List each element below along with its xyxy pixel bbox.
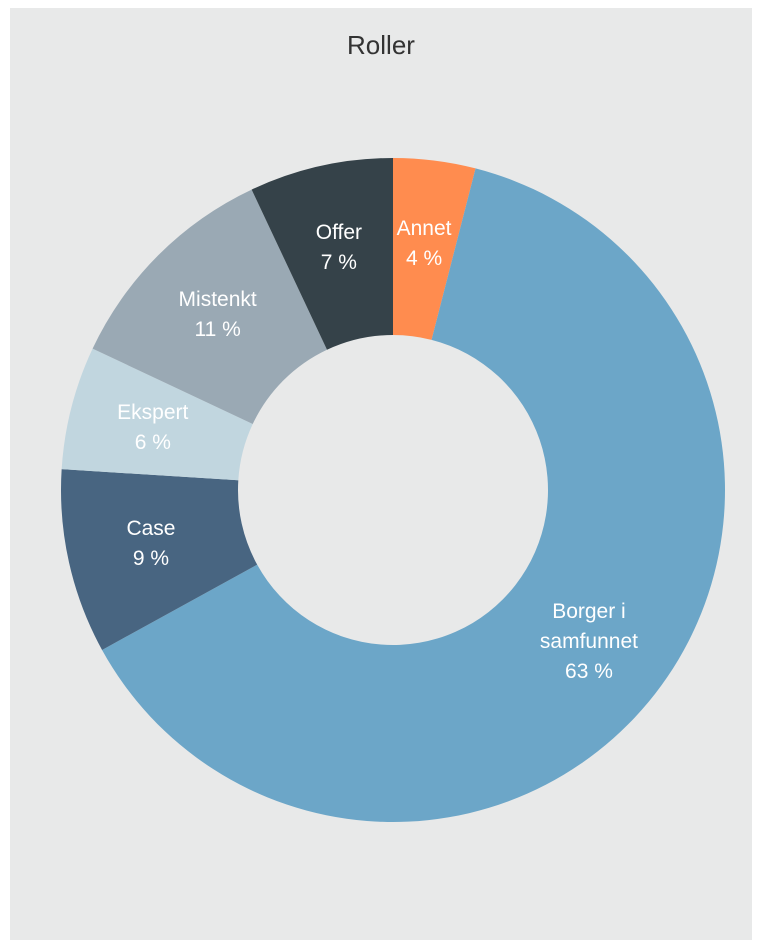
category-label: Case xyxy=(126,517,176,541)
value-label: 4 % xyxy=(405,246,443,270)
value-label: 11 % xyxy=(194,317,241,341)
slice-label: Annet 4 % xyxy=(359,214,489,274)
donut-slice xyxy=(251,158,393,350)
category-label: Annet xyxy=(396,216,452,240)
donut-slice xyxy=(61,348,253,481)
value-label: 7 % xyxy=(320,250,357,274)
slice-label: Mistenkt 11 % xyxy=(153,285,283,345)
slice-label: Offer 7 % xyxy=(274,218,404,278)
category-label: Ekspert xyxy=(117,401,189,425)
category-label: Mistenkt xyxy=(178,287,257,311)
slice-label: Ekspert 6 % xyxy=(88,398,218,458)
value-label: 63 % xyxy=(565,660,613,683)
donut-slice xyxy=(102,168,726,822)
value-label: 6 % xyxy=(134,431,171,455)
donut-slice xyxy=(92,189,328,425)
category-label: Offer xyxy=(315,220,363,244)
chart-title: Roller xyxy=(347,30,415,60)
donut-slice xyxy=(61,469,258,650)
slice-label: Case 9 % xyxy=(86,514,216,574)
value-label: 9 % xyxy=(132,547,170,571)
category-label: Borger i samfunnet xyxy=(539,600,638,653)
slice-label: Borger i samfunnet 63 % xyxy=(524,597,654,687)
donut-slice xyxy=(393,158,476,340)
